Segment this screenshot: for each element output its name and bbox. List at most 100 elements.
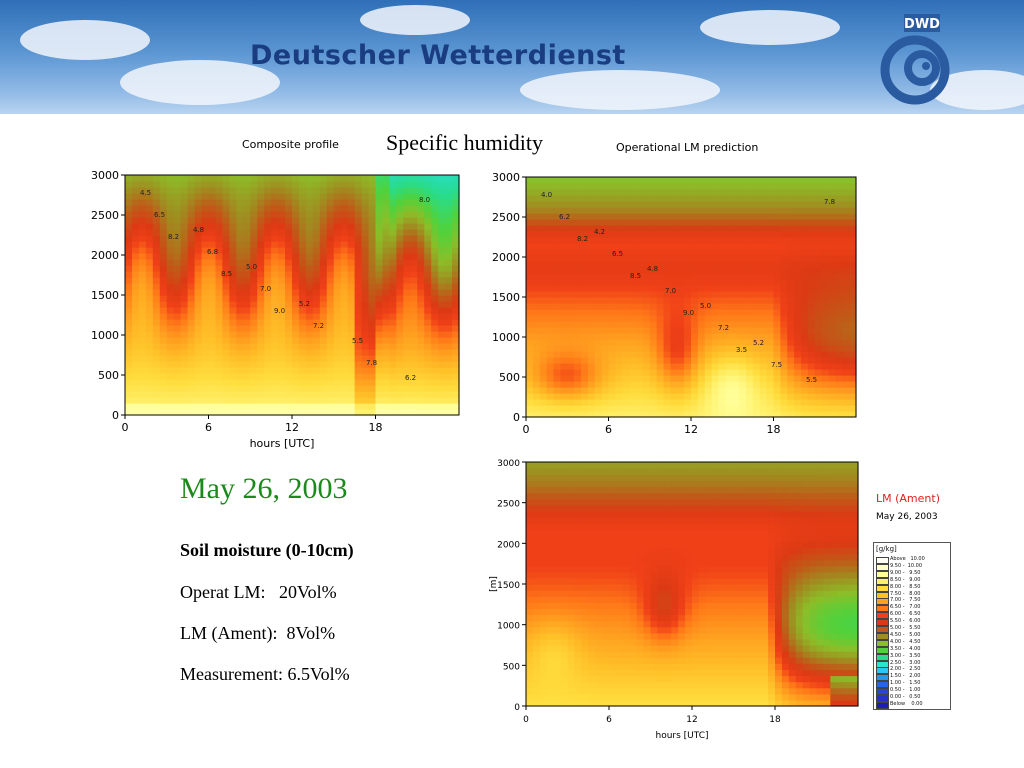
contour-label: 7.5: [771, 361, 782, 369]
contour-label: 5.2: [753, 339, 764, 347]
x-tick-label: 18: [769, 715, 781, 725]
contour-label: 8.2: [577, 235, 588, 243]
y-tick-label: 0: [112, 409, 119, 422]
x-tick-label: 12: [686, 715, 697, 725]
legend-label: 4.50 - 5.00: [890, 631, 921, 638]
contour-label: 4.0: [541, 191, 552, 199]
x-tick-label: 6: [606, 715, 612, 725]
legend-swatch: [876, 632, 889, 640]
y-tick-label: 1000: [497, 622, 520, 632]
contour-label: 4.8: [193, 226, 204, 234]
legend-swatch: [876, 681, 889, 689]
contour-label: 5.5: [352, 337, 363, 345]
cloud-decoration: [360, 5, 470, 35]
legend-swatch: [876, 605, 889, 613]
header-banner: Deutscher Wetterdienst DWD: [0, 0, 1024, 114]
contour-label: 8.0: [419, 196, 430, 204]
contour-label: 7.8: [824, 198, 835, 206]
y-tick-label: 2000: [497, 540, 520, 550]
dwd-logo-icon: DWD: [880, 14, 950, 105]
y-tick-label: 2000: [91, 249, 119, 262]
x-tick-label: 18: [767, 423, 781, 436]
legend-label: 7.00 - 7.50: [890, 597, 921, 604]
legend-swatch: [876, 591, 889, 599]
legend-label: Above 10.00: [890, 556, 925, 562]
contour-label: 7.0: [665, 287, 676, 295]
contour-label: 7.0: [260, 285, 271, 293]
legend-label: 0.00 - 0.50: [890, 694, 921, 700]
contour-label: 5.5: [806, 376, 817, 384]
y-tick-label: 500: [503, 662, 520, 672]
header-title: Deutscher Wetterdienst: [250, 40, 626, 71]
legend-label: 9.50 - 10.00: [890, 562, 923, 569]
contour-label: 7.8: [366, 359, 377, 367]
contour-label: 7.2: [313, 322, 324, 330]
legend-label: 8.00 - 8.50: [890, 583, 921, 590]
legend-label: 8.50 - 9.00: [890, 576, 921, 583]
y-tick-label: 3000: [497, 459, 520, 469]
legend-unit: [g/kg]: [876, 545, 897, 553]
y-tick-label: 2500: [497, 500, 520, 510]
soil-moisture-heading: Soil moisture (0-10cm): [180, 540, 354, 560]
x-axis-label: hours [UTC]: [250, 437, 315, 450]
legend-swatch: [876, 688, 889, 696]
legend-label: Below 0.00: [890, 700, 923, 707]
contour-label: 6.5: [154, 211, 165, 219]
cloud-decoration: [700, 10, 840, 45]
y-tick-label: 2500: [91, 209, 119, 222]
legend-label: 0.50 - 1.00: [890, 687, 921, 694]
cloud-decoration: [520, 70, 720, 110]
soil-measurement: Measurement: 6.5Vol%: [180, 664, 350, 684]
legend-swatch: [876, 557, 889, 564]
x-tick-label: 0: [122, 421, 129, 434]
legend-swatch: [876, 660, 889, 668]
legend-title: LM (Ament): [876, 492, 940, 505]
contour-label: 6.2: [559, 213, 570, 221]
legend-label: 3.50 - 4.00: [890, 645, 921, 652]
contour-label: 5.0: [700, 302, 711, 310]
logo-text: DWD: [904, 17, 940, 32]
contour-label: 7.2: [718, 324, 729, 332]
contour-label: 6.2: [405, 374, 416, 382]
legend-swatch: [876, 626, 889, 633]
y-tick-label: 2000: [492, 251, 520, 264]
contour-label: 9.0: [683, 309, 694, 317]
legend-label: 1.00 - 1.50: [890, 680, 921, 687]
legend-swatch: [876, 653, 889, 661]
legend-swatch: [876, 570, 889, 578]
contour-label: 5.2: [299, 300, 310, 308]
y-tick-label: 1000: [492, 331, 520, 344]
composite-profile-chart: 0 500 1000 1500 2000 2500 3000 0 6 12 18 hours [UTC…: [91, 169, 460, 450]
contour-label: 6.8: [207, 248, 218, 256]
x-tick-label: 6: [205, 421, 212, 434]
contour-label: 3.5: [736, 346, 747, 354]
x-tick-label: 0: [523, 423, 530, 436]
y-tick-label: 1500: [91, 289, 119, 302]
legend-label: 6.50 - 7.00: [890, 604, 921, 611]
y-tick-label: 500: [499, 371, 520, 384]
contour-label: 4.2: [594, 228, 605, 236]
y-axis-label: [m]: [489, 576, 499, 592]
y-tick-label: 0: [514, 703, 520, 713]
legend-label: 9.00 - 9.50: [890, 569, 921, 576]
plot2-title: Operational LM prediction: [616, 141, 759, 154]
soil-operat-lm: Operat LM: 20Vol%: [180, 582, 337, 602]
y-tick-label: 0: [513, 411, 520, 424]
legend-label: 5.00 - 5.50: [890, 625, 921, 631]
contour-label: 8.5: [221, 270, 232, 278]
legend-label: 2.50 - 3.00: [890, 659, 921, 666]
legend-swatch: [876, 701, 889, 709]
operational-lm-chart: 0 500 1000 1500 2000 2500 3000 0 6 12 18 4.0 4.2 4.8 5…: [492, 171, 857, 436]
y-tick-label: 1500: [492, 291, 520, 304]
legend-label: 3.00 - 3.50: [890, 652, 921, 659]
legend-swatch: [876, 695, 889, 702]
y-tick-label: 1000: [91, 329, 119, 342]
legend-swatch: [876, 639, 889, 647]
cloud-decoration: [20, 20, 150, 60]
y-tick-label: 500: [98, 369, 119, 382]
legend-swatch: [876, 563, 889, 571]
legend-label: 7.50 - 8.00: [890, 590, 921, 597]
cloud-decoration: [120, 60, 280, 105]
date-heading: May 26, 2003: [180, 472, 348, 505]
contour-label: 8.5: [630, 272, 641, 280]
